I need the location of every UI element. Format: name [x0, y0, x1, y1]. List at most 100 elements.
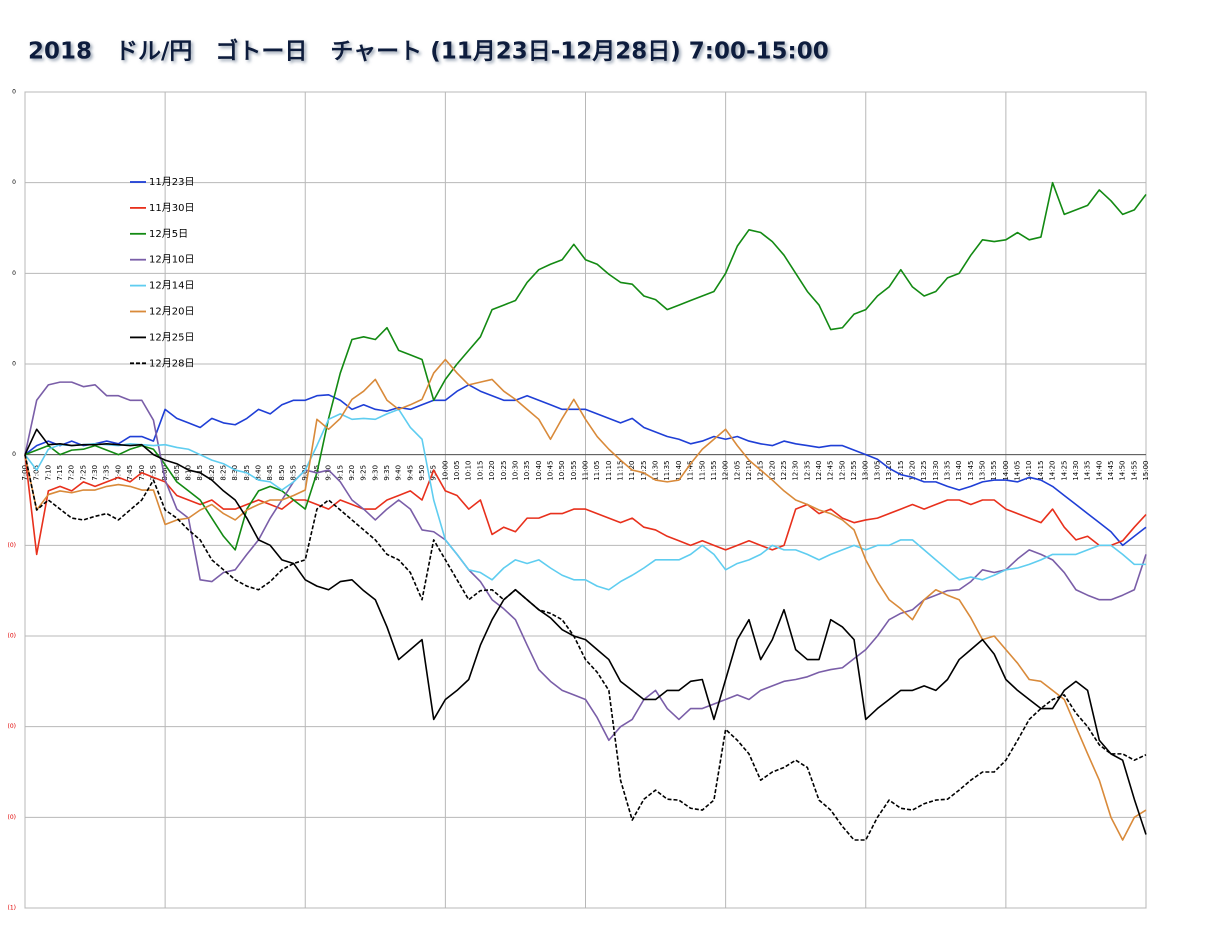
x-tick-label: 8:00 — [161, 465, 169, 481]
x-tick-label: 7:25 — [79, 465, 87, 481]
x-tick-label: 13:40 — [955, 460, 963, 480]
x-tick-label: 13:20 — [908, 460, 916, 480]
x-tick-label: 9:30 — [371, 465, 379, 481]
x-tick-label: 9:50 — [418, 465, 426, 481]
x-tick-label: 9:55 — [430, 465, 438, 481]
x-tick-label: 7:35 — [103, 465, 111, 481]
x-tick-label: 10:35 — [523, 460, 531, 480]
x-tick-label: 14:20 — [1049, 460, 1057, 480]
x-tick-label: 7:05 — [33, 465, 41, 481]
x-tick-label: 14:00 — [1002, 460, 1010, 480]
x-tick-label: 7:20 — [68, 465, 76, 481]
x-tick-label: 10:45 — [546, 460, 554, 480]
x-tick-label: 8:50 — [278, 465, 286, 481]
y-tick-label: (1) — [8, 905, 17, 912]
x-tick-label: 8:05 — [173, 465, 181, 481]
y-tick-label: 0 — [12, 270, 16, 277]
x-tick-label: 11:05 — [593, 460, 601, 480]
x-tick-label: 8:45 — [266, 465, 274, 481]
series-line — [24, 408, 1146, 591]
x-tick-label: 9:00 — [301, 465, 309, 481]
x-tick-label: 13:30 — [932, 460, 940, 480]
x-tick-label: 15:00 — [1142, 460, 1150, 480]
legend-label: 12月5日 — [149, 228, 188, 240]
x-tick-label: 14:55 — [1130, 460, 1138, 480]
x-tick-label: 7:45 — [126, 465, 134, 481]
series-line — [24, 454, 1147, 556]
legend-label: 12月14日 — [149, 280, 194, 292]
x-tick-label: 9:45 — [406, 465, 414, 481]
x-tick-label: 8:40 — [255, 465, 263, 481]
x-tick-label: 11:00 — [582, 460, 590, 480]
x-tick-label: 11:35 — [663, 460, 671, 480]
legend-label: 12月10日 — [149, 254, 194, 266]
x-tick-label: 11:30 — [652, 460, 660, 480]
series-line — [24, 381, 1147, 742]
x-tick-label: 8:25 — [220, 465, 228, 481]
x-tick-label: 14:10 — [1025, 460, 1033, 480]
x-tick-label: 9:10 — [325, 465, 333, 481]
x-tick-label: 11:55 — [710, 460, 718, 480]
x-tick-label: 12:25 — [780, 460, 788, 480]
y-tick-label: 0 — [12, 179, 16, 186]
x-tick-label: 14:45 — [1107, 460, 1115, 480]
x-tick-label: 9:25 — [360, 465, 368, 481]
x-tick-label: 12:40 — [815, 460, 823, 480]
x-tick-label: 11:10 — [605, 460, 613, 480]
x-tick-label: 7:15 — [56, 465, 64, 481]
series-line — [24, 181, 1147, 551]
x-tick-label: 9:15 — [336, 465, 344, 481]
x-tick-label: 7:55 — [149, 465, 157, 481]
y-tick-label: (0) — [8, 814, 17, 821]
x-tick-label: 13:50 — [979, 460, 987, 480]
x-tick-label: 13:15 — [897, 460, 905, 480]
x-tick-label: 10:20 — [488, 460, 496, 480]
x-tick-label: 11:45 — [687, 460, 695, 480]
x-tick-label: 8:10 — [184, 465, 192, 481]
x-tick-label: 8:30 — [231, 465, 239, 481]
x-tick-label: 13:45 — [967, 460, 975, 480]
x-tick-label: 7:00 — [21, 465, 29, 481]
series-line — [24, 358, 1147, 841]
x-tick-label: 9:20 — [348, 465, 356, 481]
x-tick-label: 12:30 — [792, 460, 800, 480]
legend-label: 12月20日 — [149, 306, 194, 318]
legend-label: 11月23日 — [149, 176, 194, 188]
chart-title: 2018 ドル/円 ゴトー日 チャート (11月23日-12月28日) 7:00… — [28, 38, 829, 65]
x-tick-label: 13:35 — [943, 460, 951, 480]
x-tick-label: 12:05 — [733, 460, 741, 480]
x-tick-label: 12:50 — [838, 460, 846, 480]
x-tick-label: 13:55 — [990, 460, 998, 480]
y-tick-label: 0 — [12, 451, 16, 458]
series-line — [24, 454, 1147, 841]
x-tick-label: 11:50 — [698, 460, 706, 480]
x-tick-label: 10:55 — [570, 460, 578, 480]
y-tick-label: (0) — [8, 723, 17, 730]
x-tick-label: 12:10 — [745, 460, 753, 480]
x-tick-label: 14:30 — [1072, 460, 1080, 480]
x-tick-label: 10:50 — [558, 460, 566, 480]
x-tick-label: 12:20 — [768, 460, 776, 480]
x-tick-label: 9:40 — [395, 465, 403, 481]
x-tick-label: 10:30 — [511, 460, 519, 480]
series-line — [24, 428, 1147, 835]
legend-label: 11月30日 — [149, 202, 194, 214]
x-tick-label: 12:55 — [850, 460, 858, 480]
x-tick-label: 14:50 — [1119, 460, 1127, 480]
y-tick-label: (0) — [8, 633, 17, 640]
x-tick-label: 10:15 — [476, 460, 484, 480]
x-tick-label: 14:35 — [1084, 460, 1092, 480]
x-tick-label: 14:40 — [1095, 460, 1103, 480]
x-tick-label: 9:35 — [383, 465, 391, 481]
x-tick-label: 14:05 — [1014, 460, 1022, 480]
x-tick-label: 12:35 — [803, 460, 811, 480]
x-tick-label: 13:25 — [920, 460, 928, 480]
x-tick-label: 7:30 — [91, 465, 99, 481]
x-tick-label: 7:40 — [114, 465, 122, 481]
x-tick-label: 10:25 — [500, 460, 508, 480]
legend-label: 12月25日 — [149, 331, 194, 343]
x-tick-label: 10:05 — [453, 460, 461, 480]
x-tick-label: 11:15 — [617, 460, 625, 480]
x-tick-label: 10:40 — [535, 460, 543, 480]
x-tick-label: 10:00 — [441, 460, 449, 480]
